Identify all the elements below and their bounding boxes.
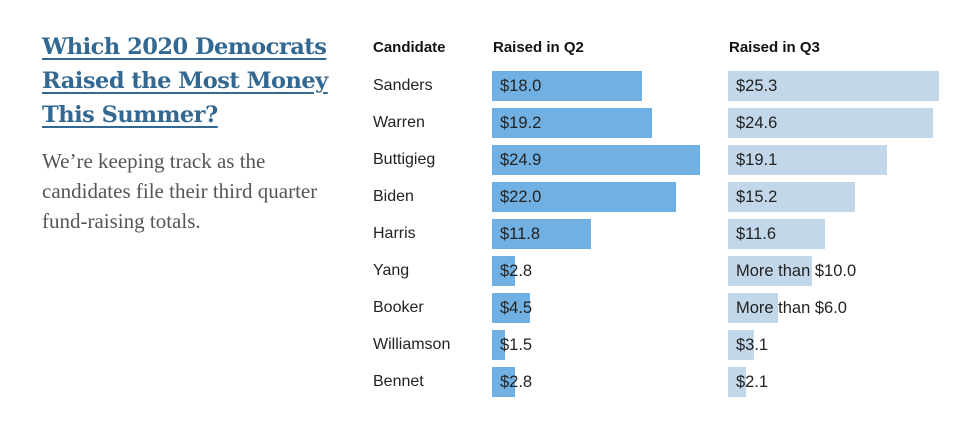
q3-value-label: $2.1 [736, 373, 769, 391]
q2-bar [492, 108, 653, 138]
candidate-name: Williamson [373, 336, 451, 353]
q2-bar [492, 219, 591, 249]
chart-subtitle: We’re keeping track as the candidates fi… [42, 149, 318, 233]
candidate-name: Booker [373, 299, 424, 316]
q2-value-label: $1.5 [500, 336, 533, 354]
q2-value-label: $4.5 [500, 299, 533, 317]
q3-value-label: $24.6 [736, 114, 778, 132]
q3-bar [728, 256, 812, 286]
q2-bar [492, 71, 643, 101]
q2-value-label: $18.0 [500, 77, 542, 95]
candidate-name: Harris [373, 225, 416, 242]
candidate-name: Yang [373, 262, 410, 279]
q3-value-label: $11.6 [736, 225, 777, 243]
header-q2: Raised in Q2 [493, 39, 584, 56]
q2-value-label: $22.0 [500, 188, 542, 206]
q2-value-label: $11.8 [500, 225, 541, 243]
candidate-name: Bennet [373, 373, 424, 390]
q2-bar [492, 145, 700, 175]
q3-value-label: More than $6.0 [736, 299, 847, 317]
candidate-name: Buttigieg [373, 151, 436, 168]
header-candidate: Candidate [373, 39, 446, 56]
q3-bar [728, 367, 746, 397]
q2-value-label: $2.8 [500, 262, 533, 280]
q3-bar [728, 219, 825, 249]
q3-bar [728, 330, 754, 360]
q2-bar [492, 182, 676, 212]
q3-bar [728, 145, 888, 175]
q2-bar [492, 330, 505, 360]
q3-value-label: $3.1 [736, 336, 769, 354]
chart-title-link[interactable]: Which 2020 Democrats Raised the Most Mon… [42, 34, 328, 128]
q3-bar [728, 108, 934, 138]
q3-value-label: $15.2 [736, 188, 778, 206]
q2-value-label: $19.2 [500, 114, 542, 132]
header-q3: Raised in Q3 [729, 39, 820, 56]
q2-bar [492, 293, 530, 323]
candidate-name: Biden [373, 188, 414, 205]
q2-bar [492, 256, 516, 286]
q2-bar [492, 367, 516, 397]
q3-value-label: $19.1 [736, 151, 778, 169]
q3-bar [728, 182, 855, 212]
q2-value-label: $24.9 [500, 151, 542, 169]
q2-value-label: $2.8 [500, 373, 533, 391]
q3-value-label: $25.3 [736, 77, 778, 95]
q3-bar [728, 71, 940, 101]
candidate-name: Warren [373, 114, 425, 131]
q3-value-label: More than $10.0 [736, 262, 857, 280]
q3-bar [728, 293, 779, 323]
candidate-name: Sanders [373, 77, 433, 94]
